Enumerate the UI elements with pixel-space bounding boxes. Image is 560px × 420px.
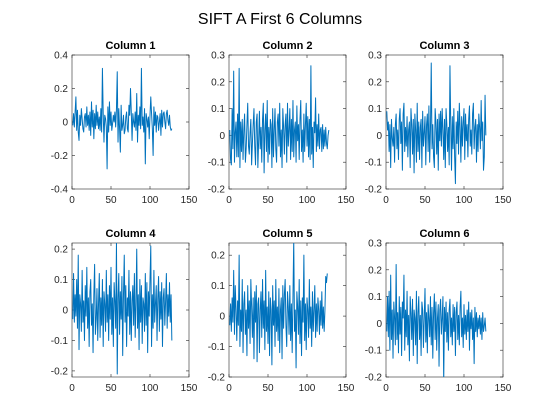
x-tick-label: 0 xyxy=(69,195,75,206)
y-tick-label: 0.1 xyxy=(368,292,382,303)
y-tick-label: -0.4 xyxy=(51,185,69,196)
y-tick-label: 0.1 xyxy=(368,104,382,115)
y-tick-label: 0.2 xyxy=(211,251,225,262)
subplot-2: Column 2 0 50 100 150 -0.2 -0.1 0 0.1 0.2 0.3 xyxy=(208,40,355,206)
y-tick-label: -0.2 xyxy=(365,373,383,384)
subplot-title: Column 1 xyxy=(105,40,155,52)
y-tick-label: 0.1 xyxy=(211,281,225,292)
x-tick-label: 50 xyxy=(262,195,274,206)
y-tick-label: 0.3 xyxy=(368,239,382,250)
subplot-title: Column 5 xyxy=(262,228,312,240)
subplot-title: Column 6 xyxy=(419,228,469,240)
y-tick-label: -0.1 xyxy=(208,158,226,169)
y-tick-label: 0.1 xyxy=(54,275,68,286)
series-line-1 xyxy=(229,243,328,369)
subplot-6: Column 6 0 50 100 150 -0.2 -0.1 0 0.1 0.2 0.3 xyxy=(365,228,512,394)
y-tick-label: -0.2 xyxy=(208,185,226,196)
x-tick-label: 150 xyxy=(181,383,198,394)
y-tick-label: 0 xyxy=(219,131,225,142)
subplot-title: Column 2 xyxy=(262,40,312,52)
x-tick-label: 50 xyxy=(419,195,431,206)
y-tick-label: 0.2 xyxy=(54,84,68,95)
subplot-4: Column 4 0 50 100 150 -0.2 -0.1 0 0.1 0.2 xyxy=(51,228,198,394)
y-tick-label: -0.2 xyxy=(208,373,226,384)
x-tick-label: 0 xyxy=(383,383,389,394)
x-tick-label: 150 xyxy=(181,195,198,206)
y-tick-label: 0.1 xyxy=(211,104,225,115)
series-line-1 xyxy=(72,67,173,170)
x-tick-label: 0 xyxy=(69,383,75,394)
x-tick-label: 100 xyxy=(299,383,316,394)
y-tick-label: 0.3 xyxy=(211,51,225,62)
y-tick-label: 0 xyxy=(376,319,382,330)
x-tick-label: 100 xyxy=(456,195,473,206)
x-tick-label: 50 xyxy=(105,383,117,394)
x-tick-label: 0 xyxy=(383,195,389,206)
y-tick-label: -0.2 xyxy=(51,366,69,377)
subplot-3: Column 3 0 50 100 150 -0.2 -0.1 0 0.1 0.2 0.3 xyxy=(365,40,512,206)
subplot-title: Column 3 xyxy=(419,40,469,52)
y-tick-label: 0.2 xyxy=(211,77,225,88)
x-tick-label: 150 xyxy=(495,383,512,394)
x-tick-label: 100 xyxy=(142,195,159,206)
x-tick-label: 150 xyxy=(338,195,355,206)
x-tick-label: 50 xyxy=(419,383,431,394)
series-line-1 xyxy=(386,62,487,185)
x-tick-label: 150 xyxy=(338,383,355,394)
subplot-1: Column 1 0 50 100 150 -0.4 -0.2 0 0.2 0.4 xyxy=(51,40,198,206)
y-tick-label: -0.1 xyxy=(365,346,383,357)
figure-title: SIFT A First 6 Columns xyxy=(198,11,362,28)
y-tick-label: -0.1 xyxy=(51,336,69,347)
subplot-5: Column 5 0 50 100 150 -0.2 -0.1 0 0.1 0.2 xyxy=(208,228,355,394)
series-line-1 xyxy=(386,263,487,377)
x-tick-label: 50 xyxy=(262,383,274,394)
subplot-title: Column 4 xyxy=(105,228,156,240)
x-tick-label: 100 xyxy=(142,383,159,394)
x-tick-label: 150 xyxy=(495,195,512,206)
y-tick-label: 0 xyxy=(62,118,68,129)
x-tick-label: 100 xyxy=(299,195,316,206)
y-tick-label: 0 xyxy=(62,306,68,317)
y-tick-label: 0 xyxy=(219,312,225,323)
y-tick-label: -0.1 xyxy=(208,342,226,353)
y-tick-label: 0 xyxy=(376,131,382,142)
x-tick-label: 0 xyxy=(226,383,232,394)
y-tick-label: 0.3 xyxy=(368,51,382,62)
series-line-1 xyxy=(72,243,173,375)
x-tick-label: 50 xyxy=(105,195,117,206)
y-tick-label: -0.1 xyxy=(365,158,383,169)
x-tick-label: 0 xyxy=(226,195,232,206)
y-tick-label: 0.2 xyxy=(368,77,382,88)
x-tick-label: 100 xyxy=(456,383,473,394)
series-line-1 xyxy=(229,65,330,174)
y-tick-label: 0.2 xyxy=(368,265,382,276)
y-tick-label: 0.2 xyxy=(54,245,68,256)
y-tick-label: -0.2 xyxy=(365,185,383,196)
y-tick-label: 0.4 xyxy=(54,51,68,62)
y-tick-label: -0.2 xyxy=(51,151,69,162)
